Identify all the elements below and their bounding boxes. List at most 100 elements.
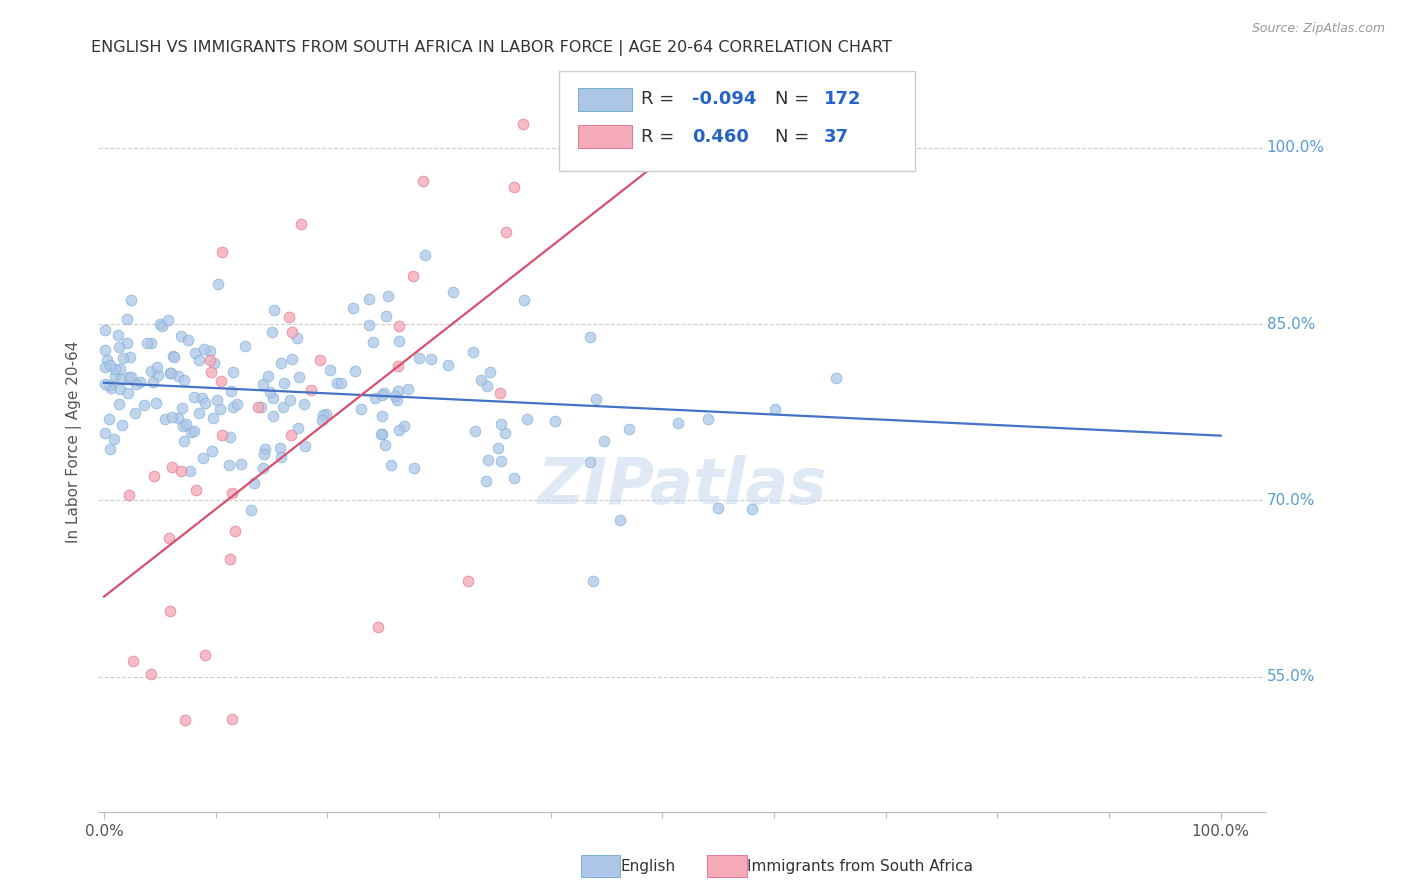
Point bbox=[281, 325, 304, 339]
Point bbox=[157, 531, 180, 545]
Point bbox=[94, 343, 117, 358]
Text: 0.460: 0.460 bbox=[692, 128, 749, 145]
Text: English: English bbox=[620, 859, 675, 873]
Point bbox=[142, 469, 165, 483]
Y-axis label: In Labor Force | Age 20-64: In Labor Force | Age 20-64 bbox=[66, 341, 83, 542]
Point bbox=[464, 424, 486, 438]
Point bbox=[103, 432, 125, 446]
Point bbox=[309, 353, 332, 368]
Point bbox=[392, 419, 415, 434]
Point bbox=[278, 310, 301, 324]
Point bbox=[254, 442, 277, 456]
Point bbox=[380, 458, 402, 472]
Point bbox=[117, 385, 139, 400]
Point bbox=[177, 333, 200, 347]
Point bbox=[160, 366, 183, 380]
Point bbox=[200, 365, 222, 379]
Point bbox=[361, 334, 384, 349]
Point bbox=[494, 425, 516, 440]
Point bbox=[98, 442, 121, 456]
Point bbox=[477, 452, 499, 467]
Point bbox=[163, 350, 186, 364]
Point bbox=[129, 376, 152, 390]
Point bbox=[503, 471, 526, 485]
Text: 37: 37 bbox=[824, 128, 849, 145]
Point bbox=[167, 369, 190, 384]
Text: ZIPatlas: ZIPatlas bbox=[537, 455, 827, 517]
Point bbox=[173, 373, 195, 387]
Point bbox=[110, 417, 132, 432]
Point bbox=[377, 289, 399, 303]
Text: 100.0%: 100.0% bbox=[1267, 140, 1324, 155]
Point bbox=[489, 386, 512, 401]
Point bbox=[544, 414, 567, 428]
Point bbox=[120, 370, 142, 384]
Point bbox=[96, 353, 118, 368]
Point bbox=[209, 375, 232, 389]
Point bbox=[169, 464, 191, 478]
Point bbox=[253, 447, 276, 461]
Point bbox=[697, 411, 720, 425]
Point bbox=[94, 360, 117, 375]
Point bbox=[187, 353, 209, 368]
Text: Source: ZipAtlas.com: Source: ZipAtlas.com bbox=[1251, 22, 1385, 36]
Point bbox=[108, 382, 131, 396]
Point bbox=[359, 318, 381, 332]
Point bbox=[350, 401, 373, 416]
Point bbox=[441, 285, 464, 299]
Point bbox=[285, 331, 308, 345]
Point bbox=[201, 444, 224, 458]
Point bbox=[97, 412, 120, 426]
Point bbox=[201, 410, 224, 425]
Point bbox=[486, 442, 509, 456]
Point bbox=[666, 416, 689, 430]
Point bbox=[191, 451, 214, 466]
Text: N =: N = bbox=[775, 90, 815, 109]
Point bbox=[263, 303, 285, 318]
Point bbox=[233, 339, 256, 353]
Point bbox=[359, 292, 381, 306]
Point bbox=[218, 458, 240, 473]
Point bbox=[183, 390, 205, 404]
Point bbox=[585, 392, 607, 406]
Point bbox=[219, 384, 242, 399]
Point bbox=[388, 319, 411, 334]
Point bbox=[221, 485, 243, 500]
Point bbox=[211, 245, 233, 260]
Point bbox=[457, 574, 479, 589]
Point bbox=[118, 350, 141, 364]
Point bbox=[287, 421, 309, 435]
Point bbox=[593, 434, 616, 448]
Point bbox=[173, 434, 195, 448]
Point bbox=[707, 500, 730, 515]
Point bbox=[609, 512, 631, 526]
FancyBboxPatch shape bbox=[578, 87, 631, 112]
Point bbox=[260, 326, 283, 340]
Point bbox=[315, 407, 337, 421]
Point bbox=[408, 351, 430, 365]
Point bbox=[396, 382, 419, 396]
Point bbox=[148, 368, 170, 382]
Point bbox=[180, 425, 202, 440]
Point bbox=[371, 387, 394, 401]
Point bbox=[211, 428, 233, 442]
Point bbox=[219, 429, 242, 443]
Text: -0.094: -0.094 bbox=[692, 90, 756, 109]
Point bbox=[200, 352, 222, 367]
Point bbox=[413, 248, 436, 262]
Point bbox=[202, 356, 225, 370]
Point bbox=[420, 351, 443, 366]
Point bbox=[98, 378, 121, 392]
Point bbox=[495, 225, 517, 239]
Point bbox=[125, 376, 148, 391]
Text: 55.0%: 55.0% bbox=[1267, 669, 1315, 684]
Point bbox=[290, 217, 312, 231]
Point bbox=[252, 377, 274, 392]
Point bbox=[374, 310, 396, 324]
Point bbox=[269, 441, 291, 455]
Point bbox=[319, 362, 342, 376]
Point bbox=[288, 370, 311, 384]
Point bbox=[159, 366, 181, 380]
Point bbox=[463, 345, 485, 359]
Point bbox=[108, 361, 131, 376]
